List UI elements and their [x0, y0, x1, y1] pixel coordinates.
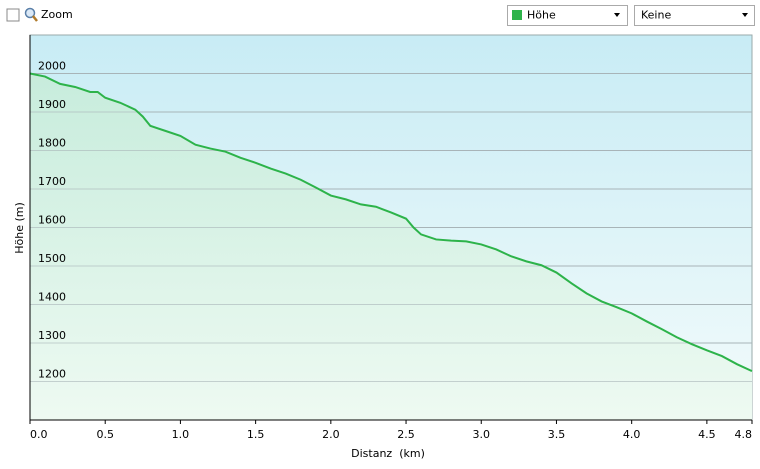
x-tick-label: 3.0 — [473, 428, 491, 441]
y-tick-label: 1900 — [38, 98, 66, 111]
compare-select-label: Keine — [641, 9, 671, 22]
x-tick-label: 0.0 — [30, 428, 48, 441]
series-select[interactable]: Höhe — [507, 5, 628, 26]
x-tick-label: 4.8 — [735, 428, 753, 441]
y-tick-label: 1800 — [38, 137, 66, 150]
x-tick-label: 3.5 — [548, 428, 566, 441]
x-tick-label: 1.0 — [172, 428, 190, 441]
x-tick-label: 4.5 — [698, 428, 716, 441]
area-fill — [30, 73, 752, 420]
y-tick-label: 1700 — [38, 175, 66, 188]
elevation-line — [29, 72, 753, 373]
y-tick-label: 1300 — [38, 329, 66, 342]
x-axis-title: Distanz (km) — [351, 447, 425, 460]
y-tick-label: 2000 — [38, 60, 66, 73]
x-tick-label: 2.5 — [397, 428, 415, 441]
y-tick-label: 1600 — [38, 214, 66, 227]
y-axis-title: Höhe (m) — [13, 202, 26, 254]
y-tick-label: 1400 — [38, 291, 66, 304]
zoom-checkbox[interactable] — [6, 8, 20, 22]
x-tick-label: 4.0 — [623, 428, 641, 441]
zoom-icon — [24, 7, 38, 22]
x-tick-label: 2.0 — [322, 428, 340, 441]
y-tick-label: 1500 — [38, 252, 66, 265]
zoom-label: Zoom — [41, 8, 73, 21]
y-tick-label: 1200 — [38, 368, 66, 381]
x-tick-label: 1.5 — [247, 428, 265, 441]
compare-select[interactable]: Keine — [634, 5, 755, 26]
series-select-label: Höhe — [527, 9, 556, 22]
x-tick-label: 0.5 — [96, 428, 114, 441]
series-swatch — [512, 10, 522, 20]
